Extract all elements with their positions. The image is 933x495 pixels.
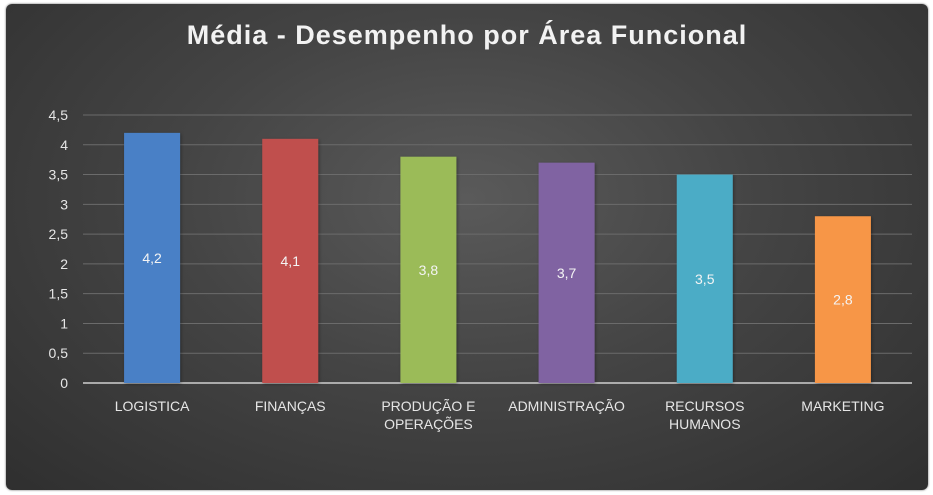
bar [262,138,319,383]
data-label: 3,7 [557,265,577,281]
data-label: 3,8 [419,262,439,278]
chart-plot: 00,511,522,533,544,5 4,2 4,13,8 3,7 3,52,8 … [49,107,912,432]
data-label: 4,1 [281,253,301,269]
y-tick-label: 0,5 [49,345,69,361]
x-category-label: LOGISTICA [115,398,190,414]
x-category-label: ADMINISTRAÇÃO [508,398,625,414]
y-tick-label: 4 [60,137,68,153]
data-label: 2,8 [833,292,853,308]
chart-title: Média - Desempenho por Área Funcional [186,20,748,50]
bar [400,156,457,383]
y-tick-label: 4,5 [49,107,69,123]
y-tick-label: 3 [60,196,68,212]
chart-card: Média - Desempenho por Área Funcional 0 0… [6,4,928,490]
x-category-label: RECURSOS HUMANOS [665,398,744,432]
y-tick-label: 1,5 [49,286,69,302]
bar [538,162,595,383]
x-category-label: MARKETING [801,398,884,414]
y-tick-label: 0 [60,375,68,391]
bar [676,174,733,383]
data-label: 3,5 [695,271,715,287]
y-tick-label: 2,5 [49,226,69,242]
y-tick-label: 3,5 [49,167,69,183]
bar [814,216,871,383]
bar [124,132,181,383]
x-category-label: FINANÇAS [255,398,326,414]
data-label: 4,2 [142,250,162,266]
x-category-label: PRODUÇÃO E OPERAÇÕES [381,398,475,432]
y-tick-label: 1 [60,315,68,331]
y-tick-label: 2 [60,256,68,272]
